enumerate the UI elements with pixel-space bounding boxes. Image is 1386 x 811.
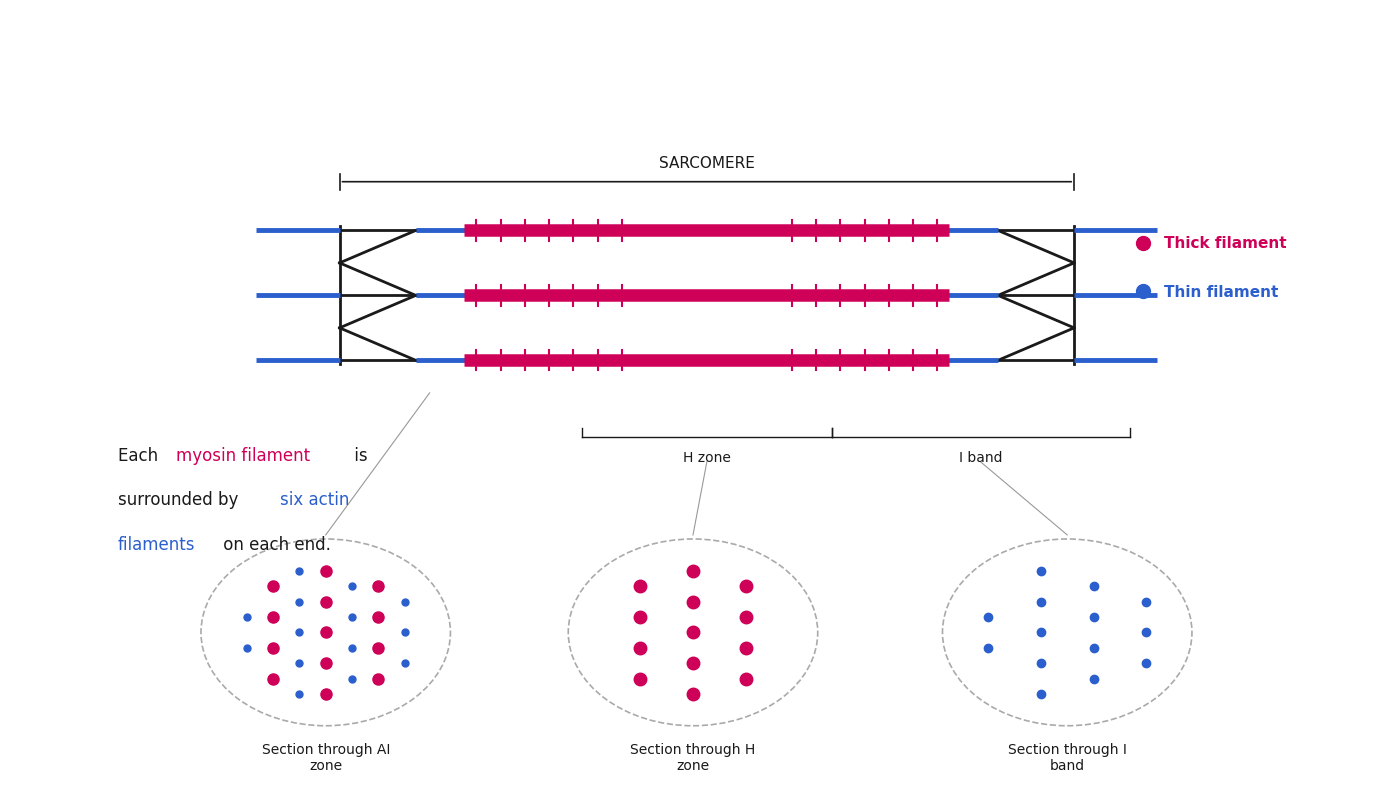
Text: Thin filament: Thin filament [1164,285,1279,299]
Text: Thick filament: Thick filament [1164,236,1286,251]
Text: I band: I band [959,450,1002,464]
Text: six actin: six actin [280,491,349,508]
Text: Section through H
zone: Section through H zone [631,742,755,772]
Text: on each end.: on each end. [218,535,331,553]
Text: myosin filament: myosin filament [176,446,310,464]
Text: is: is [349,446,369,464]
Text: Section through AI
zone: Section through AI zone [262,742,389,772]
Text: surrounded by: surrounded by [118,491,244,508]
Text: SARCOMERE: SARCOMERE [658,156,755,170]
Text: Section through I
band: Section through I band [1008,742,1127,772]
Text: Each: Each [118,446,164,464]
Text: filaments: filaments [118,535,195,553]
Text: H zone: H zone [683,450,730,464]
